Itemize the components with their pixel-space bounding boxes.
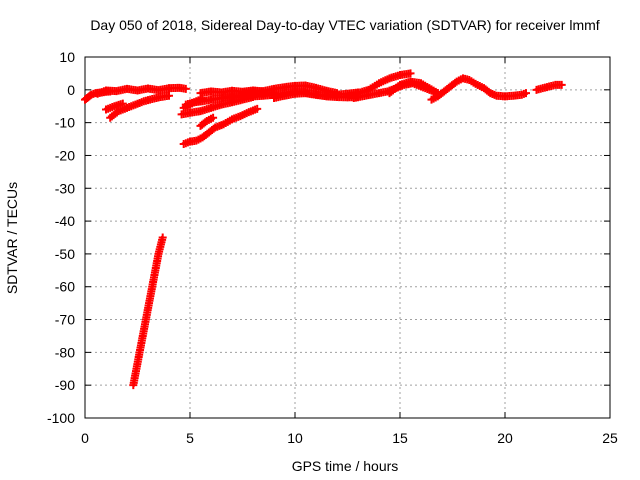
axes: 10 0 -10 -20 -30 -40 -50 -60 -70 -80 -90 -100 0 5 10 15… (47, 49, 618, 446)
y-tick-label: 10 (59, 49, 75, 65)
y-tick-label: -80 (55, 344, 75, 360)
y-axis-label: SDTVAR / TECUs (4, 182, 20, 294)
x-tick-label: 5 (186, 430, 194, 446)
data-track (532, 80, 566, 94)
x-tick-label: 10 (287, 430, 303, 446)
data-track (343, 69, 415, 101)
y-tick-label: -10 (55, 115, 75, 131)
data-point (253, 104, 262, 113)
data-point (406, 69, 415, 78)
data-point (118, 99, 127, 108)
data-track (238, 81, 341, 98)
data-track (427, 74, 530, 104)
y-tick-label: -90 (55, 377, 75, 393)
x-axis-label: GPS time / hours (292, 458, 399, 474)
data-points (81, 69, 566, 390)
y-tick-label: -40 (55, 213, 75, 229)
data-point (165, 91, 173, 100)
data-point (158, 233, 167, 242)
y-tick-label: -20 (55, 147, 75, 163)
y-tick-label: -70 (55, 312, 75, 328)
grid-lines (85, 57, 610, 418)
data-point (181, 84, 190, 93)
data-point (557, 80, 566, 89)
y-tick-label: -60 (55, 279, 75, 295)
data-track (129, 233, 167, 390)
x-tick-label: 20 (497, 430, 513, 446)
y-tick-label: -100 (47, 410, 75, 426)
plot-frame (84, 56, 611, 419)
data-track (102, 99, 127, 114)
data-track (179, 104, 262, 148)
data-track (196, 113, 218, 130)
x-tick-label: 15 (392, 430, 408, 446)
data-point (209, 113, 218, 122)
chart-title: Day 050 of 2018, Sidereal Day-to-day VTE… (90, 17, 599, 33)
x-tick-label: 0 (81, 430, 89, 446)
data-track (106, 91, 173, 122)
y-tick-label: -50 (55, 246, 75, 262)
data-point (522, 89, 530, 98)
y-tick-label: -30 (55, 180, 75, 196)
data-track (385, 77, 442, 98)
data-track (93, 83, 190, 98)
x-tick-label: 25 (602, 430, 618, 446)
y-tick-label: 0 (67, 82, 75, 98)
